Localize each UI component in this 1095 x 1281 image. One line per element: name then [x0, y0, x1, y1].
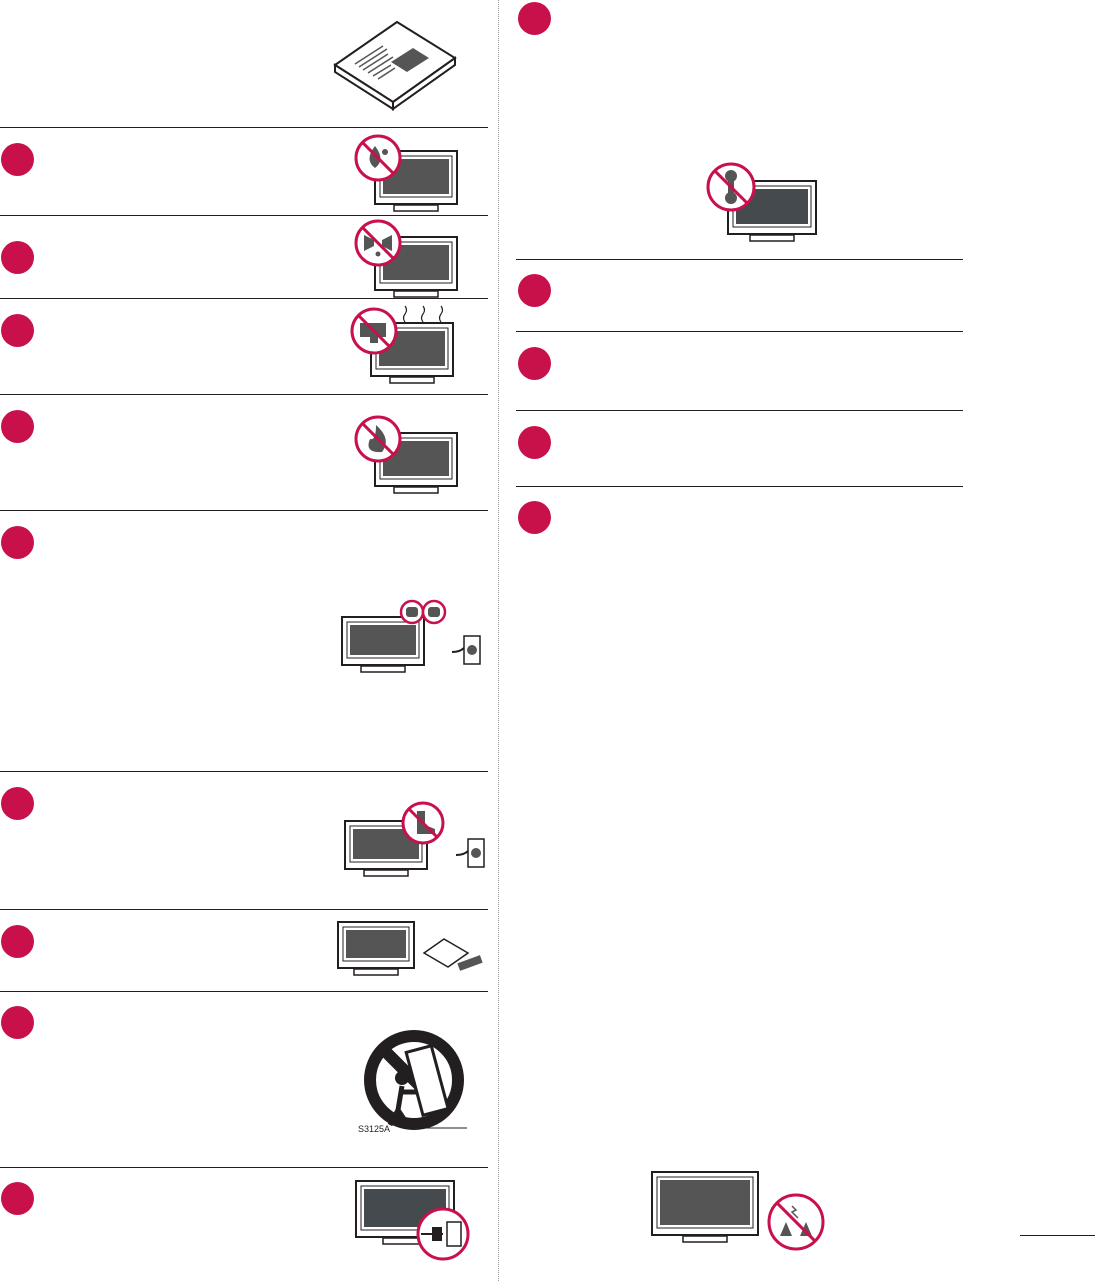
wall-outlet-icon [451, 635, 481, 665]
section-divider [516, 331, 963, 332]
no-fire-icon [354, 415, 402, 463]
polarized-plug-icon-tv [341, 616, 425, 673]
heat-waves-icon [402, 305, 444, 323]
section-divider [0, 909, 488, 910]
section-divider [516, 486, 963, 487]
section-divider [0, 991, 488, 992]
section-divider [0, 510, 488, 511]
section-bullet [518, 347, 551, 380]
no-liquid-splash-icon [354, 219, 402, 267]
page-number-rule [1020, 1235, 1095, 1236]
section-divider [0, 771, 488, 772]
section-bullet [1, 314, 34, 347]
cart-warning-code: S3125A [358, 1124, 391, 1134]
section-bullet [1, 410, 34, 443]
section-bullet [1, 787, 34, 820]
no-heat-source-icon [350, 307, 398, 355]
section-bullet [1, 1006, 34, 1039]
cart-tip-over-warning-icon [364, 1030, 467, 1130]
manual-book-icon [333, 20, 457, 111]
section-bullet [1, 925, 34, 958]
accessories-icon [422, 938, 483, 971]
unplug-icon [416, 1207, 470, 1261]
no-loud-headphones-icon-tv [651, 1171, 759, 1243]
no-stepping-on-cord-icon-tv [344, 820, 428, 877]
section-bullet [1, 143, 34, 176]
section-bullet [1, 241, 34, 274]
section-bullet [518, 2, 551, 35]
section-divider [0, 298, 488, 299]
section-bullet [1, 526, 34, 559]
section-divider [516, 259, 963, 260]
section-divider [0, 127, 488, 128]
section-divider [0, 1167, 488, 1168]
wall-outlet-icon [455, 838, 485, 868]
section-bullet [518, 501, 551, 534]
accessories-icon-tv [337, 921, 415, 976]
no-servicing-icon-tv [727, 180, 817, 242]
section-divider [0, 394, 488, 395]
section-bullet [1, 1182, 34, 1215]
no-servicing-icon [706, 162, 756, 212]
no-loud-headphones-icon [767, 1193, 825, 1251]
section-bullet [518, 274, 551, 307]
polarized-plug-icon [399, 599, 447, 625]
no-stepping-on-cord-icon [401, 801, 445, 845]
section-divider [516, 410, 963, 411]
section-bullet [518, 426, 551, 459]
section-divider [0, 215, 488, 216]
no-water-drip-icon [354, 134, 402, 182]
column-divider [498, 0, 499, 1281]
